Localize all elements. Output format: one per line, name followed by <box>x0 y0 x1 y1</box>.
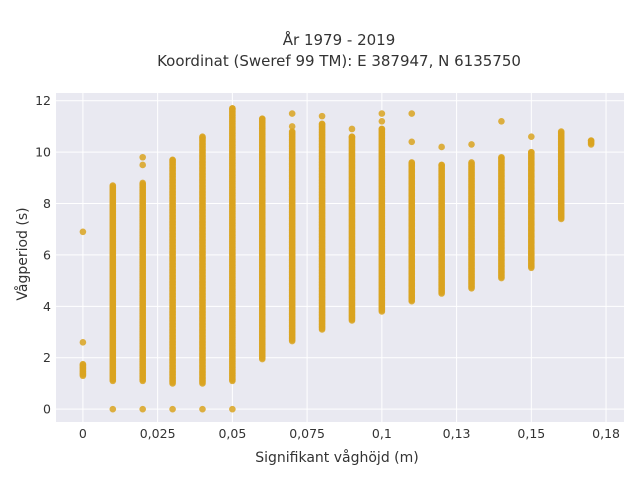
chart-subtitle: Koordinat (Sweref 99 TM): E 387947, N 61… <box>157 52 521 70</box>
data-column <box>438 143 445 297</box>
y-axis-ticks: 0 2 4 6 8 10 12 <box>35 93 51 416</box>
y-tick-label: 0 <box>43 402 51 417</box>
data-point <box>288 128 296 135</box>
data-column <box>229 105 236 413</box>
data-column <box>587 137 595 148</box>
y-tick-label: 6 <box>43 247 51 262</box>
data-point <box>139 405 146 413</box>
data-point <box>408 159 416 166</box>
data-column <box>348 125 356 324</box>
data-point <box>139 161 146 169</box>
data-point <box>318 112 326 120</box>
data-column <box>408 110 416 305</box>
data-point <box>109 182 117 189</box>
data-point <box>288 123 296 130</box>
x-tick-label: 0 <box>79 426 87 441</box>
data-column <box>288 110 296 345</box>
data-point <box>79 339 87 346</box>
data-point <box>288 110 296 117</box>
data-column <box>79 228 87 380</box>
data-points <box>79 105 595 413</box>
data-point <box>258 115 266 123</box>
y-tick-label: 8 <box>43 196 51 211</box>
data-column <box>468 141 475 292</box>
data-point <box>229 405 236 413</box>
data-point <box>408 110 416 117</box>
data-point <box>587 137 595 144</box>
data-point <box>199 405 206 413</box>
data-point <box>199 133 206 140</box>
y-tick-label: 4 <box>43 299 51 314</box>
chart-title: År 1979 - 2019 <box>283 30 396 49</box>
y-tick-label: 10 <box>35 145 51 160</box>
data-point <box>498 117 505 125</box>
data-column <box>169 156 176 413</box>
x-axis-ticks: 0 0,025 0,05 0,075 0,1 0,13 0,15 0,18 <box>79 426 620 441</box>
data-point <box>528 133 535 140</box>
data-point <box>438 143 445 151</box>
data-point <box>169 405 176 413</box>
data-point <box>468 159 475 166</box>
data-point <box>79 360 87 368</box>
data-column <box>258 115 266 363</box>
x-tick-label: 0,13 <box>443 426 471 441</box>
data-column <box>109 182 117 413</box>
data-point <box>438 161 445 169</box>
data-point <box>468 141 475 148</box>
data-point <box>139 179 146 187</box>
data-column <box>139 153 146 413</box>
y-axis-label: Vågperiod (s) <box>14 207 31 300</box>
data-point <box>229 105 236 112</box>
x-tick-label: 0,1 <box>372 426 392 441</box>
x-tick-label: 0,05 <box>218 426 246 441</box>
y-tick-label: 12 <box>35 93 51 108</box>
x-axis-label: Signifikant våghöjd (m) <box>255 449 418 466</box>
data-column <box>498 117 505 282</box>
x-tick-label: 0,15 <box>517 426 545 441</box>
data-point <box>378 125 386 133</box>
data-point <box>378 117 386 125</box>
data-column <box>528 133 535 272</box>
data-column <box>199 133 206 413</box>
y-tick-label: 2 <box>43 350 51 365</box>
x-tick-label: 0,075 <box>289 426 325 441</box>
data-point <box>557 128 565 135</box>
data-point <box>318 120 326 128</box>
data-column <box>557 128 565 223</box>
data-point <box>378 110 386 117</box>
data-column <box>378 110 386 315</box>
x-tick-label: 0,025 <box>140 426 176 441</box>
data-point <box>79 228 87 236</box>
data-point <box>139 153 146 161</box>
data-point <box>348 133 356 140</box>
data-point <box>348 125 356 133</box>
data-point <box>408 138 416 146</box>
data-point <box>169 156 176 164</box>
data-point <box>109 405 117 413</box>
data-point <box>498 153 505 161</box>
data-column <box>318 112 326 333</box>
data-point <box>528 148 535 156</box>
x-tick-label: 0,18 <box>592 426 620 441</box>
